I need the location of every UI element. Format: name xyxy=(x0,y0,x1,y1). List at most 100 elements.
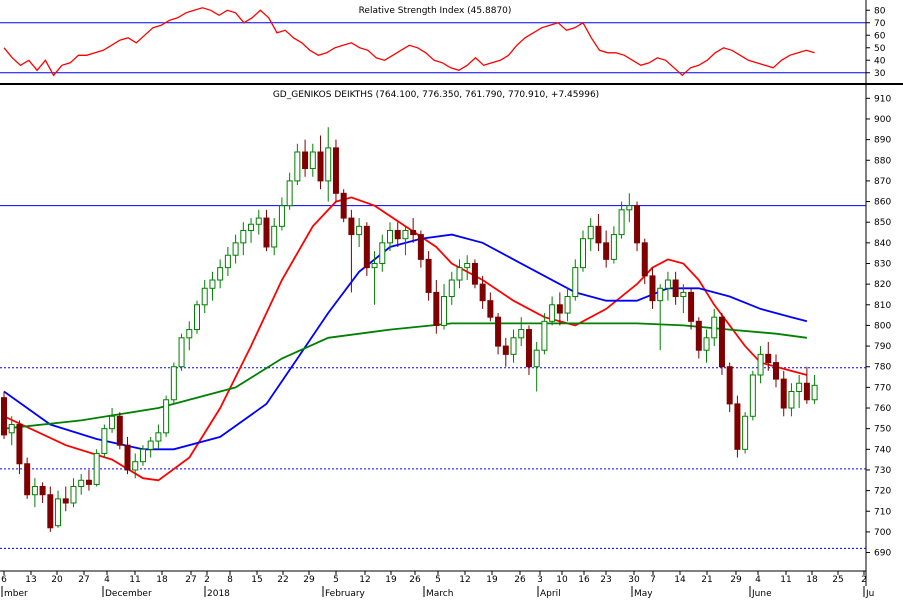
candlestick xyxy=(147,436,154,458)
price-tick-label: 880 xyxy=(874,156,891,166)
candlestick xyxy=(209,271,216,301)
x-month-label: Ju xyxy=(865,589,874,599)
candle-body xyxy=(765,353,772,364)
candlestick xyxy=(734,395,741,458)
candlestick xyxy=(811,374,818,404)
candlestick xyxy=(549,296,556,326)
candlestick xyxy=(224,246,231,276)
candlestick xyxy=(394,222,401,247)
candlestick xyxy=(525,325,532,375)
candlestick xyxy=(788,383,795,417)
candlestick xyxy=(410,218,417,243)
price-tick-label: 770 xyxy=(874,383,891,393)
candlestick xyxy=(286,172,293,210)
candle-body xyxy=(16,424,23,465)
candlestick xyxy=(718,313,725,375)
candle-body xyxy=(618,209,625,236)
candle-body xyxy=(170,366,177,401)
candle-body xyxy=(649,275,656,302)
rsi-tick-label: 40 xyxy=(874,56,886,66)
x-day-label: 20 xyxy=(51,575,63,585)
x-day-label: 25 xyxy=(832,575,843,585)
candlestick xyxy=(757,346,764,384)
x-axis-day-labels: 6 13 20 27 4 11 18 27 2 8 15 22 29 5 12 19 26 5 12 19 26 3 10 1… xyxy=(1,571,867,585)
candle-body xyxy=(487,300,494,318)
candlestick xyxy=(487,292,494,322)
candlestick xyxy=(194,300,200,334)
candle-body xyxy=(634,205,641,244)
candlestick xyxy=(217,259,224,289)
x-day-label: 12 xyxy=(459,575,470,585)
candlestick xyxy=(363,222,370,276)
x-month-label: February xyxy=(325,589,366,599)
candle-body xyxy=(232,242,239,256)
price-tick-label: 900 xyxy=(874,115,891,125)
rsi-tick-label: 60 xyxy=(874,31,886,41)
candle-body xyxy=(448,279,455,298)
candlestick xyxy=(8,416,15,446)
candlestick xyxy=(240,222,247,256)
candle-body xyxy=(587,225,594,240)
candlestick xyxy=(464,255,471,281)
candlestick xyxy=(711,308,718,347)
candle-body xyxy=(510,337,517,355)
candlestick xyxy=(47,486,54,532)
rsi-tick-label: 70 xyxy=(874,19,886,29)
candlestick xyxy=(448,271,455,305)
candlestick xyxy=(564,288,571,322)
candle-body xyxy=(371,262,378,269)
candle-body xyxy=(93,452,100,485)
candlestick xyxy=(1,391,7,439)
candle-body xyxy=(240,229,247,244)
x-day-label: 2 xyxy=(204,575,210,585)
price-tick-label: 810 xyxy=(874,301,891,311)
candlestick xyxy=(425,251,432,301)
candle-body xyxy=(680,291,687,298)
candlestick xyxy=(726,362,733,413)
price-tick-label: 860 xyxy=(874,198,891,208)
candlestick xyxy=(70,478,77,508)
candlestick xyxy=(456,259,463,289)
candle-body xyxy=(356,225,363,236)
candle-body xyxy=(711,316,718,339)
rsi-plot-area xyxy=(0,0,866,80)
candlestick xyxy=(541,313,548,355)
candlestick xyxy=(402,226,409,256)
candlestick xyxy=(309,143,316,177)
candlestick xyxy=(170,362,177,404)
candlestick xyxy=(101,424,108,458)
candlestick xyxy=(556,292,563,326)
candle-body xyxy=(726,366,733,405)
candle-body xyxy=(263,217,270,248)
candle-body xyxy=(788,391,795,409)
candle-body xyxy=(803,382,810,401)
candle-body xyxy=(186,329,193,339)
x-day-label: 18 xyxy=(806,575,818,585)
candle-body xyxy=(518,329,525,339)
candlestick xyxy=(441,284,448,330)
candle-body xyxy=(101,428,108,454)
candlestick xyxy=(680,284,687,314)
candlestick xyxy=(340,189,347,223)
candlestick xyxy=(24,457,31,499)
candlestick xyxy=(371,251,378,305)
x-month-label: April xyxy=(540,589,561,599)
candle-body xyxy=(217,267,224,281)
candlestick xyxy=(317,135,324,190)
candlestick xyxy=(248,218,255,243)
candlestick xyxy=(109,408,116,433)
candlestick xyxy=(657,284,664,351)
candle-body xyxy=(1,397,7,436)
candlestick xyxy=(479,275,486,309)
candle-body xyxy=(78,479,85,487)
candlestick xyxy=(688,288,695,330)
x-day-label: 10 xyxy=(556,575,568,585)
x-day-label: 2 xyxy=(861,575,867,585)
x-month-label: December xyxy=(105,589,152,599)
candle-body xyxy=(201,287,208,306)
candle-body xyxy=(109,415,116,430)
candle-body xyxy=(209,279,216,289)
candle-body xyxy=(734,403,741,450)
candle-body xyxy=(394,229,401,240)
